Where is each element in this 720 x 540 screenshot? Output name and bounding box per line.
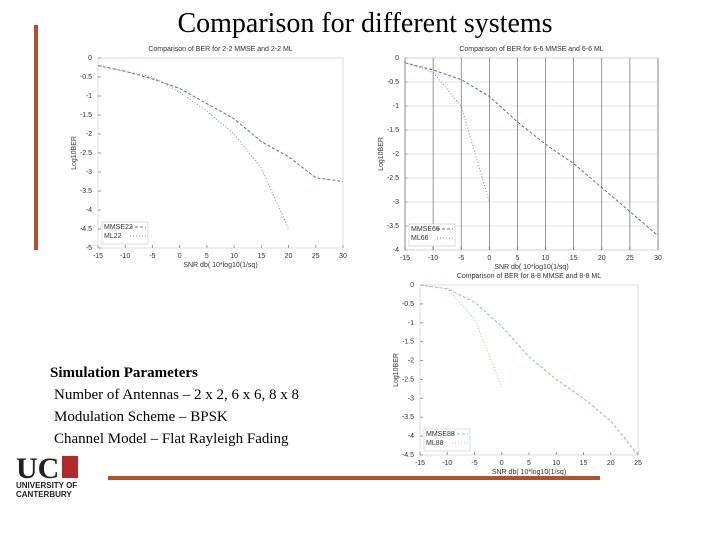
- y-tick-label: 0: [395, 55, 399, 62]
- y-tick-label: -5: [86, 245, 92, 252]
- param: Number of Antennas – 2 x 2, 6 x 6, 8 x 8: [54, 387, 299, 403]
- x-tick-label: 20: [607, 460, 615, 467]
- y-tick-label: -2: [393, 151, 399, 158]
- series-line: [404, 62, 490, 203]
- y-tick-label: -3: [86, 169, 92, 176]
- series-line: [97, 65, 344, 182]
- x-tick-label: 25: [626, 255, 634, 262]
- legend-label: ML66: [411, 235, 429, 242]
- x-axis-label: SNR db( 10*log10(1/sq): [494, 264, 568, 271]
- y-tick-label: -1.5: [80, 112, 92, 119]
- y-tick-label: -0.5: [402, 301, 414, 308]
- param: Modulation Scheme – BPSK: [54, 409, 228, 425]
- chart-title: Comparison of BER for 6-6 MMSE and 6-6 M…: [459, 46, 603, 53]
- x-tick-label: 15: [580, 460, 588, 467]
- y-tick-label: -1: [408, 320, 414, 327]
- x-tick-label: -5: [471, 460, 477, 467]
- y-tick-label: -2.5: [80, 150, 92, 157]
- x-tick-label: 20: [598, 255, 606, 262]
- legend-label: ML22: [104, 233, 122, 240]
- legend-label: ML88: [426, 440, 444, 447]
- y-axis-label: Log10BER: [71, 136, 78, 170]
- x-tick-label: 30: [339, 253, 347, 260]
- x-tick-label: 5: [515, 255, 519, 262]
- y-tick-label: -4.5: [80, 226, 92, 233]
- y-axis-label: Log10BER: [393, 353, 400, 387]
- chart-title: Comparison of BER for 8-8 MMSE and 8-8 M…: [457, 273, 601, 280]
- x-tick-label: -10: [120, 253, 130, 260]
- y-tick-label: -0.5: [80, 74, 92, 81]
- y-tick-label: 0: [88, 55, 92, 62]
- param: Channel Model – Flat Rayleigh Fading: [54, 431, 289, 447]
- logo-mark: UC: [16, 452, 59, 485]
- y-tick-label: -2.5: [402, 376, 414, 383]
- chart: Comparison of BER for 2-2 MMSE and 2-2 M…: [71, 46, 347, 269]
- y-tick-label: -1: [86, 93, 92, 100]
- x-tick-label: 25: [312, 253, 320, 260]
- x-tick-label: -15: [93, 253, 103, 260]
- x-axis-label: SNR db( 10*log10(1/sq): [183, 262, 257, 269]
- x-tick-label: 0: [487, 255, 491, 262]
- x-tick-label: -5: [458, 255, 464, 262]
- y-tick-label: -4: [408, 433, 414, 440]
- legend-label: MMSE22: [104, 224, 133, 231]
- y-tick-label: -1: [393, 103, 399, 110]
- y-tick-label: -2: [408, 358, 414, 365]
- logo-name: CANTERBURY: [16, 490, 72, 499]
- y-tick-label: -3: [393, 199, 399, 206]
- params-heading: Simulation Parameters: [50, 365, 198, 381]
- y-tick-label: -4: [86, 207, 92, 214]
- footer-bar: [108, 476, 600, 480]
- x-tick-label: -10: [442, 460, 452, 467]
- series-line: [419, 284, 639, 456]
- legend-label: MMSE66: [411, 226, 440, 233]
- x-tick-label: 30: [654, 255, 662, 262]
- y-tick-label: -0.5: [387, 79, 399, 86]
- x-tick-label: 10: [230, 253, 238, 260]
- x-tick-label: 5: [527, 460, 531, 467]
- x-tick-label: 20: [285, 253, 293, 260]
- y-tick-label: -2.5: [387, 175, 399, 182]
- x-tick-label: 10: [552, 460, 560, 467]
- x-tick-label: 0: [178, 253, 182, 260]
- chart: Comparison of BER for 8-8 MMSE and 8-8 M…: [393, 273, 642, 476]
- logo-crest: [62, 456, 78, 478]
- x-tick-label: 0: [500, 460, 504, 467]
- y-tick-label: -3.5: [387, 223, 399, 230]
- x-tick-label: -10: [428, 255, 438, 262]
- x-tick-label: -15: [400, 255, 410, 262]
- legend-label: MMSE88: [426, 431, 455, 438]
- x-axis-label: SNR db( 10*log10(1/sq): [492, 469, 566, 476]
- plot-area: [97, 57, 344, 249]
- x-tick-label: 15: [570, 255, 578, 262]
- y-tick-label: -3.5: [402, 414, 414, 421]
- y-tick-label: -1.5: [387, 127, 399, 134]
- y-tick-label: -4: [393, 247, 399, 254]
- logo-name: UNIVERSITY OF: [16, 481, 77, 490]
- x-tick-label: 10: [542, 255, 550, 262]
- y-axis-label: Log10BER: [378, 137, 385, 171]
- series-line: [404, 62, 659, 236]
- x-tick-label: -5: [149, 253, 155, 260]
- y-tick-label: -2: [86, 131, 92, 138]
- series-line: [419, 284, 503, 388]
- y-tick-label: -4.5: [402, 452, 414, 459]
- logo: UC UNIVERSITY OF CANTERBURY: [16, 452, 78, 499]
- x-tick-label: 5: [205, 253, 209, 260]
- y-tick-label: 0: [410, 282, 414, 289]
- accent-bar: [34, 25, 38, 250]
- x-tick-label: 15: [257, 253, 265, 260]
- slide-title: Comparison for different systems: [177, 8, 552, 39]
- series-line: [97, 65, 290, 230]
- y-tick-label: -3.5: [80, 188, 92, 195]
- chart: Comparison of BER for 6-6 MMSE and 6-6 M…: [378, 46, 662, 271]
- y-tick-label: -1.5: [402, 339, 414, 346]
- x-tick-label: 25: [634, 460, 642, 467]
- x-tick-label: -15: [415, 460, 425, 467]
- chart-title: Comparison of BER for 2-2 MMSE and 2-2 M…: [148, 46, 292, 53]
- y-tick-label: -3: [408, 395, 414, 402]
